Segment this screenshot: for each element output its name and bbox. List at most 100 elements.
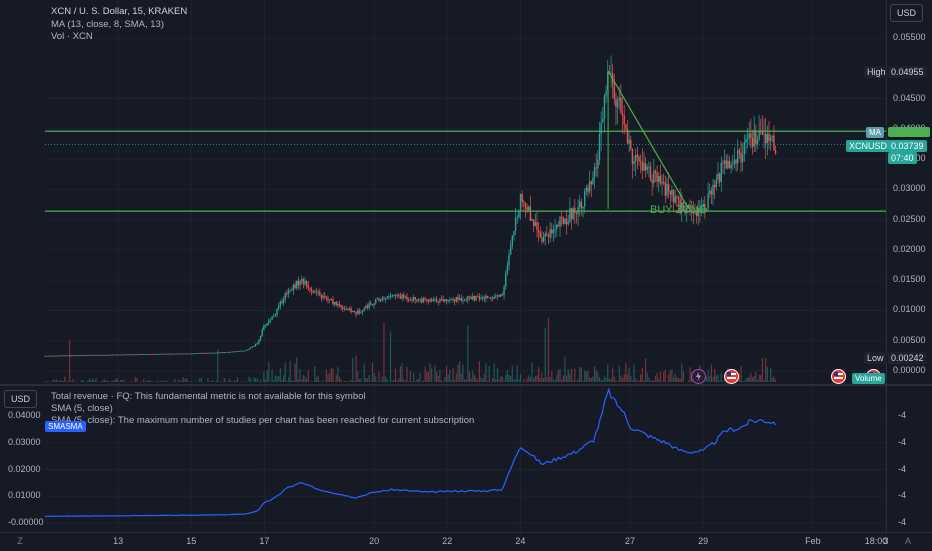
candle-body — [735, 160, 736, 164]
volume-bar — [364, 364, 365, 382]
volume-bar — [681, 363, 682, 382]
flag-icon — [725, 370, 738, 383]
candle-body — [591, 181, 592, 184]
volume-bar — [48, 381, 49, 382]
volume-bar — [69, 340, 70, 382]
candle-body — [635, 155, 636, 162]
candle-body — [362, 311, 363, 312]
indicator-chart[interactable] — [0, 386, 886, 532]
timezone-button[interactable]: Z — [17, 536, 23, 546]
volume-bar — [46, 381, 47, 382]
volume-bar — [540, 378, 541, 382]
candle-body — [265, 325, 266, 326]
volume-bar — [71, 381, 72, 382]
candle-body — [138, 354, 139, 355]
vol-legend[interactable]: Vol · XCN — [51, 31, 93, 42]
ma-value-tag — [888, 127, 930, 137]
candle-body — [128, 354, 129, 355]
buy-zone-label[interactable]: BUY ZONE — [650, 204, 706, 216]
volume-bar — [531, 362, 532, 382]
volume-bar — [655, 376, 656, 382]
currency-button[interactable]: USD — [890, 4, 923, 22]
candle-body — [563, 217, 564, 224]
candle-body — [281, 302, 282, 303]
ma-legend[interactable]: MA (13, close, 8, SMA, 13) — [51, 19, 164, 30]
candle-body — [67, 355, 68, 356]
volume-bar — [492, 378, 493, 382]
candle-body — [503, 287, 504, 295]
volume-bar — [610, 379, 611, 382]
candle-body — [556, 225, 557, 229]
candle-body — [390, 296, 391, 297]
candle-body — [415, 297, 416, 300]
us-flag-event-icon[interactable] — [724, 369, 739, 384]
volume-bar — [115, 379, 116, 382]
candle-body — [364, 308, 365, 311]
symbol-title[interactable]: XCN / U. S. Dollar, 15, KRAKEN — [51, 6, 187, 17]
volume-bar — [100, 381, 101, 382]
candle-body — [197, 353, 198, 354]
volume-bar — [550, 377, 551, 382]
volume-bar — [382, 377, 383, 382]
candle-body — [620, 98, 621, 113]
volume-bar — [230, 381, 231, 382]
candle-body — [411, 300, 412, 301]
sma-legend[interactable]: SMA (5, close) — [51, 403, 113, 414]
volume-bar — [181, 380, 182, 382]
volume-bar — [290, 361, 291, 382]
volume-bar — [612, 367, 613, 382]
volume-bar — [370, 381, 371, 382]
volume-bar — [253, 377, 254, 382]
candle-body — [57, 356, 58, 357]
candle-body — [676, 196, 677, 197]
indicator-axis[interactable] — [886, 386, 932, 532]
candle-body — [206, 353, 207, 354]
indicator-currency-button[interactable]: USD — [4, 390, 37, 408]
candle-body — [146, 354, 147, 355]
candle-body — [253, 346, 254, 347]
candle-body — [339, 304, 340, 305]
candle-body — [227, 352, 228, 353]
volume-bar — [717, 374, 718, 382]
volume-bar — [316, 377, 317, 382]
candle-body — [275, 315, 276, 317]
candle-body — [675, 196, 676, 202]
candle-body — [344, 309, 345, 310]
candle-body — [594, 167, 595, 177]
candle-body — [291, 290, 292, 291]
candle-body — [94, 355, 95, 356]
indicator-right-axis-label: -4 — [898, 517, 906, 527]
volume-bar — [556, 375, 557, 382]
volume-bar — [773, 376, 774, 382]
candle-body — [396, 295, 397, 296]
lightning-icon — [692, 370, 705, 383]
volume-bar — [54, 380, 55, 382]
volume-bar — [314, 367, 315, 382]
volume-bar — [462, 364, 463, 382]
candle-body — [745, 139, 746, 142]
volume-bar — [405, 381, 406, 382]
candle-body — [536, 222, 537, 230]
candle-body — [79, 355, 80, 356]
volume-bar — [44, 381, 45, 382]
candle-body — [266, 323, 267, 325]
us-flag-event-icon[interactable] — [831, 369, 846, 384]
split-event-icon[interactable] — [691, 369, 706, 384]
price-chart[interactable]: BUY ZONE — [0, 0, 886, 384]
candle-body — [419, 299, 420, 300]
auto-scale-button[interactable]: A — [905, 536, 911, 546]
sma-error-legend[interactable]: SMA (5, close): The maximum number of st… — [51, 415, 474, 426]
candle-body — [224, 352, 225, 353]
volume-bar — [140, 381, 141, 382]
volume-bar — [403, 379, 404, 382]
candle-body — [439, 299, 440, 303]
total-revenue-legend[interactable]: Total revenue · FQ: This fundamental met… — [51, 391, 366, 402]
volume-bar — [235, 381, 236, 382]
volume-bar — [668, 374, 669, 382]
candle-body — [545, 234, 546, 237]
low-tag-label: Low — [864, 352, 887, 364]
volume-bar — [400, 366, 401, 382]
candle-body — [120, 355, 121, 356]
volume-bar — [596, 370, 597, 382]
